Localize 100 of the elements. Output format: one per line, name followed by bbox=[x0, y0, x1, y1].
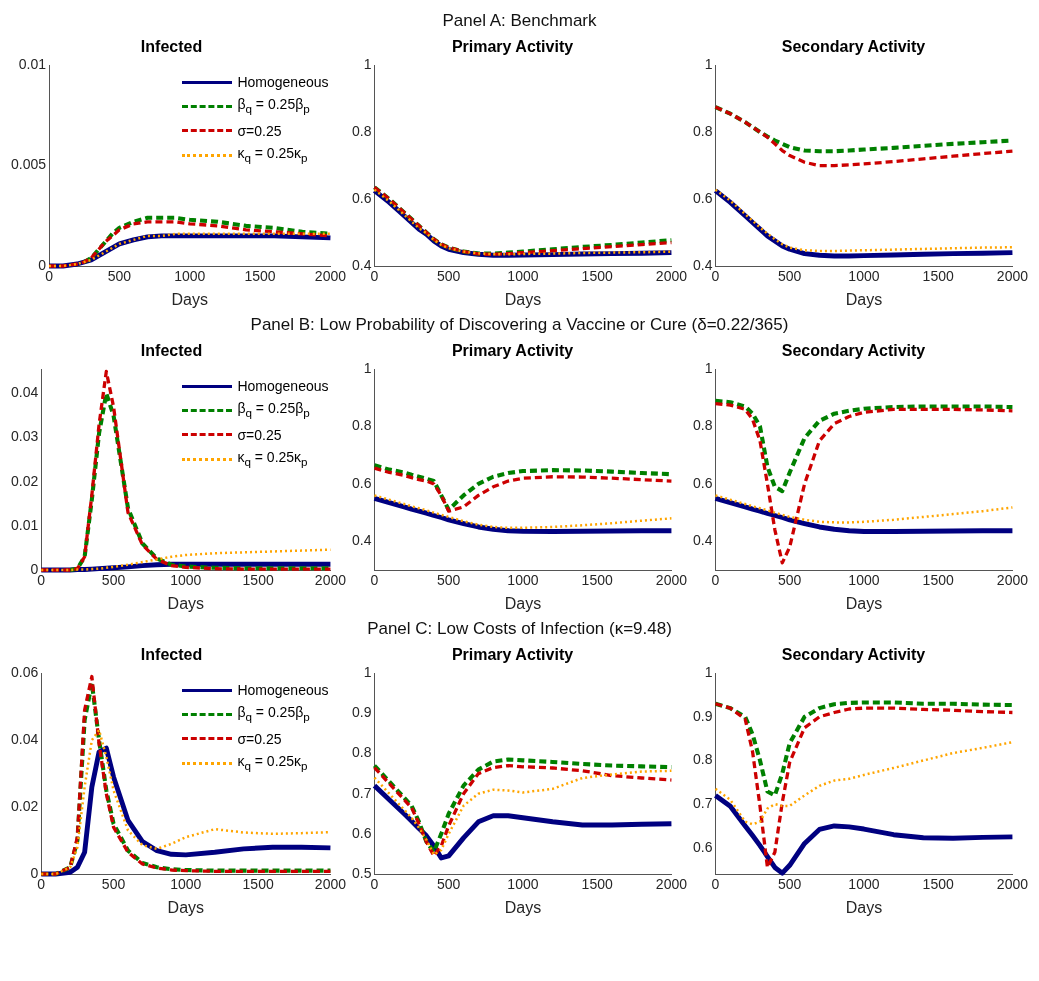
legend-label: κ$_{q}$ = 0.25κ$_{p}$ bbox=[237, 144, 308, 166]
x-axis-title: Days bbox=[167, 594, 205, 612]
y-tick-label: 1 bbox=[704, 360, 713, 377]
x-tick-label: 500 bbox=[778, 268, 802, 285]
x-tick-label: 1500 bbox=[244, 268, 276, 285]
chart-title: Secondary Activity bbox=[781, 38, 926, 56]
y-tick-label: 1 bbox=[704, 664, 713, 681]
y-tick-label: 1 bbox=[363, 56, 372, 73]
y-tick-label: 1 bbox=[363, 664, 372, 681]
y-tick-label: 0.9 bbox=[351, 704, 372, 721]
x-tick-label: 1500 bbox=[922, 572, 954, 589]
legend-label: β$_{q}$ = 0.25β$_{p}$ bbox=[237, 399, 310, 421]
y-tick-label: 0.04 bbox=[11, 384, 39, 401]
line-series bbox=[39, 369, 333, 572]
y-tick-label: 0.005 bbox=[10, 156, 47, 173]
x-tick-label: 500 bbox=[778, 572, 802, 589]
x-axis-title: Days bbox=[504, 290, 542, 308]
chart-title: Infected bbox=[140, 342, 203, 360]
x-tick-label: 1000 bbox=[170, 572, 202, 589]
line-series bbox=[713, 105, 1015, 168]
y-tick-label: 0.06 bbox=[11, 664, 39, 681]
x-axis-title: Days bbox=[167, 898, 205, 916]
x-tick-label: 1000 bbox=[848, 876, 880, 893]
x-tick-label: 1000 bbox=[170, 876, 202, 893]
x-tick-label: 1500 bbox=[922, 876, 954, 893]
x-tick-label: 2000 bbox=[996, 876, 1029, 893]
y-tick-label: 0.8 bbox=[692, 417, 713, 434]
x-tick-label: 2000 bbox=[314, 876, 347, 893]
y-tick-label: 0.4 bbox=[351, 256, 372, 273]
y-tick-label: 0.7 bbox=[692, 795, 713, 812]
chart-subtitle: Panel C: Low Costs of Infection (κ=9.48) bbox=[367, 618, 672, 640]
y-tick-label: 0.4 bbox=[692, 256, 713, 273]
y-tick-label: 0.4 bbox=[692, 532, 713, 549]
x-tick-label: 1000 bbox=[848, 572, 880, 589]
y-tick-label: 0.6 bbox=[351, 189, 372, 206]
x-tick-label: 1500 bbox=[242, 572, 274, 589]
y-tick-label: 0.4 bbox=[351, 532, 372, 549]
chart-title: Primary Activity bbox=[451, 646, 574, 664]
chart-title: Infected bbox=[140, 646, 203, 664]
x-tick-label: 500 bbox=[437, 572, 461, 589]
legend-label: κ$_{q}$ = 0.25κ$_{p}$ bbox=[237, 752, 308, 774]
line-series bbox=[713, 398, 1015, 494]
chart-subtitle: Panel B: Low Probability of Discovering a Vaccine or Cure (δ=0.22/365) bbox=[250, 314, 789, 336]
legend-label: σ=0.25 bbox=[237, 426, 282, 445]
chart-title: Secondary Activity bbox=[781, 646, 926, 664]
x-tick-label: 2000 bbox=[314, 572, 347, 589]
y-tick-label: 0 bbox=[30, 864, 39, 881]
x-tick-label: 1500 bbox=[242, 876, 274, 893]
legend-label: κ$_{q}$ = 0.25κ$_{p}$ bbox=[237, 448, 308, 470]
y-tick-label: 1 bbox=[704, 56, 713, 73]
x-axis-title: Days bbox=[504, 594, 542, 612]
x-axis-title: Days bbox=[845, 594, 883, 612]
y-tick-label: 1 bbox=[363, 360, 372, 377]
y-tick-label: 0.04 bbox=[11, 730, 39, 747]
legend-label: Homogeneous bbox=[237, 73, 329, 93]
y-tick-label: 0.6 bbox=[351, 474, 372, 491]
legend-label: σ=0.25 bbox=[237, 730, 282, 749]
x-axis-title: Days bbox=[171, 290, 208, 308]
x-tick-label: 1500 bbox=[581, 268, 613, 285]
x-tick-label: 2000 bbox=[996, 572, 1029, 589]
y-tick-label: 0.6 bbox=[351, 824, 372, 841]
x-tick-label: 1500 bbox=[581, 572, 613, 589]
y-tick-label: 0.8 bbox=[351, 417, 372, 434]
y-tick-label: 0.03 bbox=[11, 428, 39, 445]
chart-title: Primary Activity bbox=[451, 38, 574, 56]
x-axis-title: Days bbox=[504, 898, 542, 916]
x-tick-label: 500 bbox=[437, 268, 461, 285]
line-series bbox=[714, 740, 1014, 826]
line-series bbox=[713, 700, 1015, 798]
x-tick-label: 2000 bbox=[655, 572, 688, 589]
y-tick-label: 0.6 bbox=[692, 189, 713, 206]
chart-title: Infected bbox=[140, 38, 203, 56]
y-tick-label: 0.8 bbox=[692, 122, 713, 139]
y-tick-label: 0.6 bbox=[692, 838, 713, 855]
legend-label: Homogeneous bbox=[237, 681, 329, 701]
line-series bbox=[714, 494, 1014, 524]
y-tick-label: 0.02 bbox=[11, 472, 39, 489]
x-tick-label: 500 bbox=[437, 876, 461, 893]
legend-label: β$_{q}$ = 0.25β$_{p}$ bbox=[237, 95, 310, 117]
y-tick-label: 0.02 bbox=[11, 797, 39, 814]
y-tick-label: 0.7 bbox=[351, 784, 372, 801]
x-tick-label: 1000 bbox=[507, 876, 539, 893]
x-axis-title: Days bbox=[845, 290, 883, 308]
y-tick-label: 0.9 bbox=[692, 707, 713, 724]
x-axis-title: Days bbox=[845, 898, 883, 916]
x-tick-label: 1000 bbox=[507, 268, 539, 285]
x-tick-label: 500 bbox=[101, 572, 126, 589]
x-tick-label: 1500 bbox=[922, 268, 954, 285]
y-tick-label: 0.8 bbox=[351, 122, 372, 139]
y-tick-label: 0.01 bbox=[18, 56, 47, 73]
x-tick-label: 1500 bbox=[581, 876, 613, 893]
y-tick-label: 0.8 bbox=[692, 751, 713, 768]
chart-title: Primary Activity bbox=[451, 342, 574, 360]
chart-title: Secondary Activity bbox=[781, 342, 926, 360]
legend-label: β$_{q}$ = 0.25β$_{p}$ bbox=[237, 703, 310, 725]
y-tick-label: 0.6 bbox=[692, 474, 713, 491]
x-tick-label: 1000 bbox=[507, 572, 539, 589]
x-tick-label: 2000 bbox=[655, 268, 688, 285]
line-series bbox=[713, 401, 1015, 565]
y-tick-label: 0.5 bbox=[351, 864, 372, 881]
